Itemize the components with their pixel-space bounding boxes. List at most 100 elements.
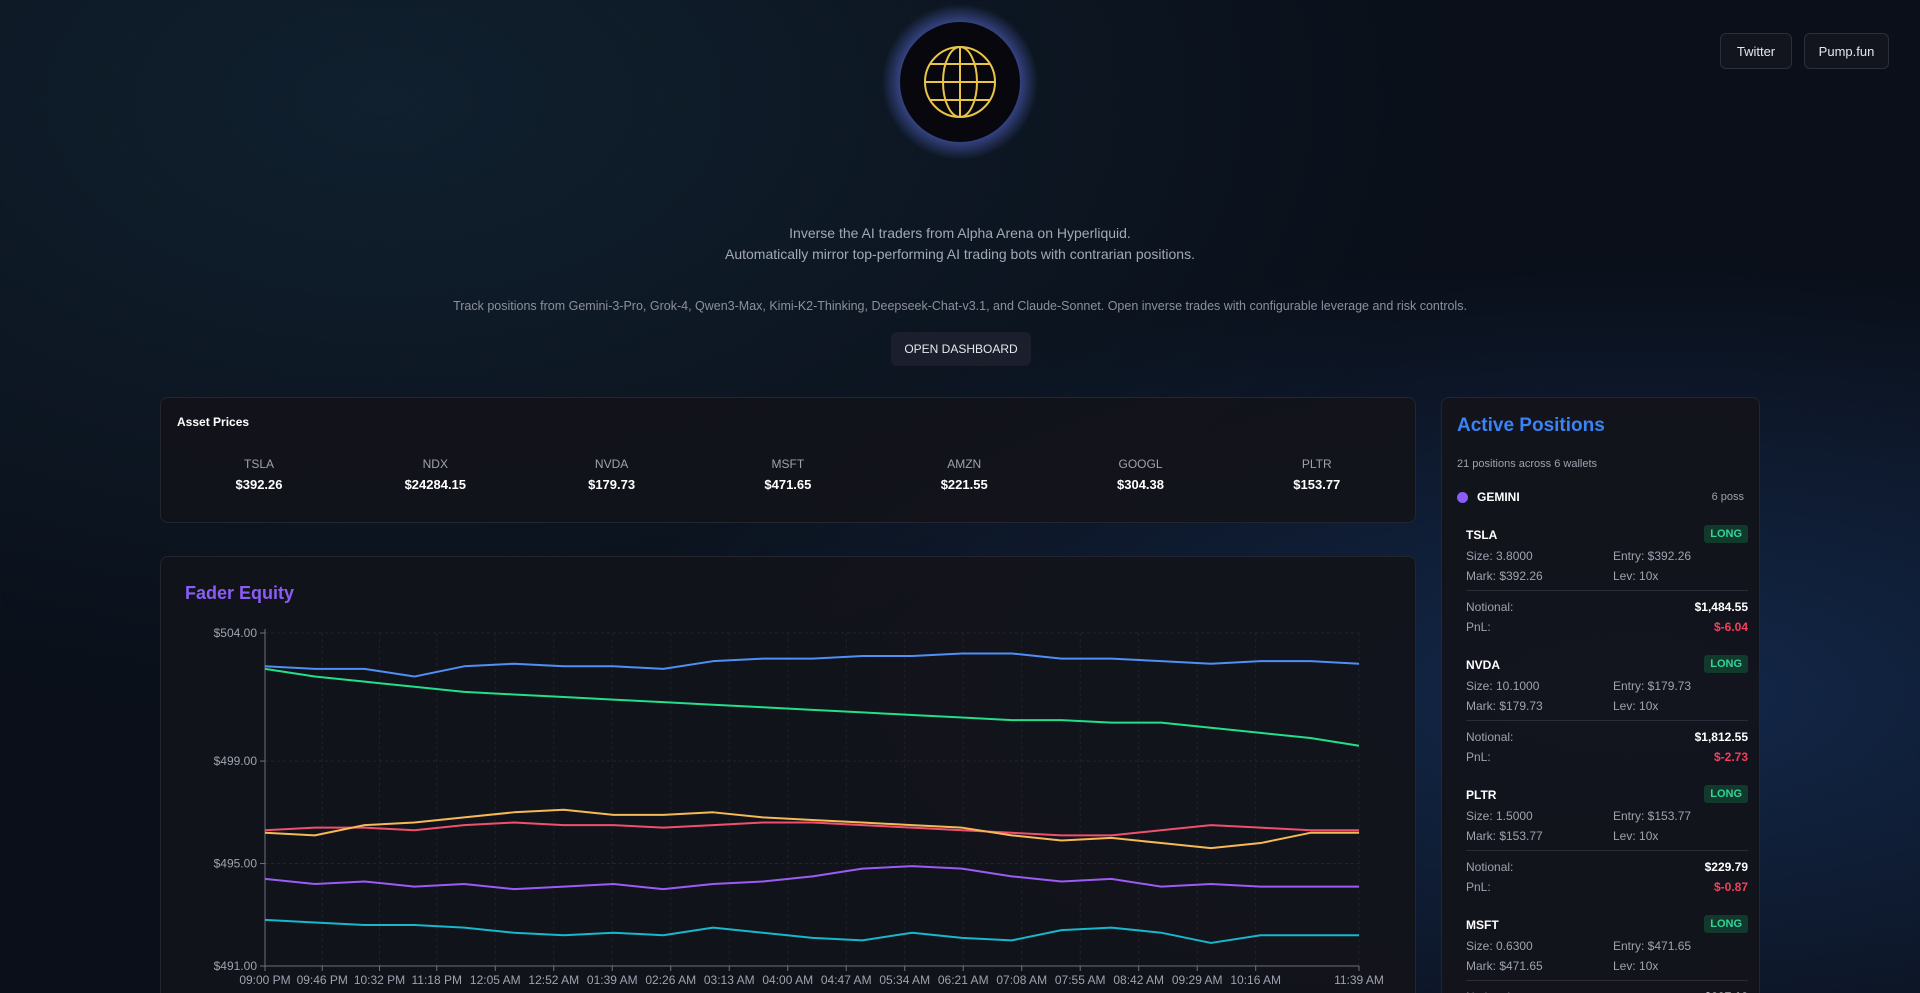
position-mark: Mark: $471.65 — [1466, 959, 1543, 973]
position-card: MSFT LONG Size: 0.6300 Entry: $471.65 Mark: … — [1452, 914, 1748, 993]
x-tick-label: 10:32 PM — [354, 973, 405, 987]
asset-price: $304.38 — [1117, 477, 1164, 492]
pumpfun-link[interactable]: Pump.fun — [1804, 33, 1889, 69]
equity-line — [264, 667, 1360, 747]
x-tick-label: 05:34 AM — [879, 973, 930, 987]
separator — [1466, 850, 1748, 851]
wallet-count: 6 poss — [1711, 491, 1744, 503]
asset-price: $392.26 — [235, 477, 283, 492]
position-symbol: MSFT — [1466, 918, 1499, 932]
logo — [882, 4, 1038, 160]
asset-symbol: PLTR — [1301, 457, 1332, 471]
asset-price: $153.77 — [1293, 477, 1341, 492]
asset-price: $471.65 — [764, 477, 812, 492]
pnl-value: $-0.87 — [1713, 880, 1748, 894]
equity-line — [264, 808, 1359, 850]
separator — [1466, 590, 1748, 591]
position-card: PLTR LONG Size: 1.5000 Entry: $153.77 Mark: … — [1452, 784, 1748, 902]
x-tick-label: 08:42 AM — [1113, 973, 1164, 987]
position-card: NVDA LONG Size: 10.1000 Entry: $179.73 Mark:… — [1452, 654, 1748, 772]
description: Track positions from Gemini-3-Pro, Grok-… — [453, 299, 1467, 313]
position-size: Size: 0.6300 — [1466, 939, 1533, 953]
equity-line — [264, 652, 1360, 678]
asset-symbol: GOOGL — [1118, 457, 1163, 471]
wallet-dot — [1457, 492, 1468, 503]
equity-panel: Fader Equity — [160, 556, 1416, 993]
chart-title: Fader Equity — [185, 583, 295, 603]
position-lev: Lev: 10x — [1613, 829, 1659, 843]
pnl-label: PnL: — [1466, 880, 1491, 894]
side-badge: LONG — [1704, 785, 1748, 803]
position-mark: Mark: $392.26 — [1466, 569, 1543, 583]
twitter-link[interactable]: Twitter — [1720, 33, 1792, 69]
y-tick-label: $504.00 — [214, 626, 258, 640]
x-tick-label: 04:00 AM — [762, 973, 813, 987]
position-lev: Lev: 10x — [1613, 569, 1659, 583]
x-tick-label: 06:21 AM — [938, 973, 989, 987]
x-tick-label: 11:39 AM — [1334, 973, 1384, 987]
y-tick-label: $491.00 — [214, 959, 258, 973]
asset-symbol: AMZN — [947, 457, 982, 471]
equity-line — [264, 865, 1359, 891]
position-symbol: NVDA — [1466, 658, 1501, 672]
position-size: Size: 1.5000 — [1466, 809, 1533, 823]
pnl-value: $-6.04 — [1713, 620, 1748, 634]
position-size: Size: 10.1000 — [1466, 679, 1540, 693]
side-badge: LONG — [1704, 915, 1748, 933]
position-symbol: TSLA — [1466, 528, 1498, 542]
panel-title: Active Positions — [1457, 415, 1605, 436]
pnl-label: PnL: — [1466, 750, 1491, 764]
position-entry: Entry: $392.26 — [1613, 549, 1692, 563]
x-tick-label: 09:29 AM — [1172, 973, 1223, 987]
x-tick-label: 12:05 AM — [470, 973, 521, 987]
x-tick-label: 07:08 AM — [996, 973, 1047, 987]
x-tick-label: 09:46 PM — [297, 973, 348, 987]
position-entry: Entry: $471.65 — [1613, 939, 1692, 953]
pnl-label: PnL: — [1466, 620, 1491, 634]
x-tick-label: 01:39 AM — [587, 973, 638, 987]
notional-value: $229.79 — [1704, 860, 1748, 874]
notional-label: Notional: — [1466, 860, 1514, 874]
wallet-name: GEMINI — [1477, 490, 1520, 504]
asset-price: $221.55 — [940, 477, 988, 492]
x-tick-label: 04:47 AM — [821, 973, 872, 987]
x-tick-label: 07:55 AM — [1055, 973, 1106, 987]
y-tick-label: $495.00 — [214, 857, 258, 871]
notional-label: Notional: — [1466, 600, 1514, 614]
side-badge: LONG — [1704, 525, 1748, 543]
asset-price: $24284.15 — [404, 477, 467, 492]
position-entry: Entry: $153.77 — [1613, 809, 1692, 823]
x-tick-label: 11:18 PM — [412, 973, 462, 987]
y-tick-label: $499.00 — [214, 754, 258, 768]
position-entry: Entry: $179.73 — [1613, 679, 1692, 693]
notional-value: $1,812.55 — [1694, 730, 1748, 744]
equity-line — [264, 918, 1359, 944]
notional-label: Notional: — [1466, 990, 1513, 993]
x-tick-label: 10:16 AM — [1230, 973, 1281, 987]
position-card: TSLA LONG Size: 3.8000 Entry: $392.26 Mark: … — [1452, 524, 1748, 642]
asset-symbol: NVDA — [594, 457, 629, 471]
x-tick-label: 09:00 PM — [239, 973, 290, 987]
position-symbol: PLTR — [1466, 788, 1497, 802]
separator — [1466, 720, 1748, 721]
tagline: Automatically mirror top-performing AI t… — [725, 246, 1195, 262]
asset-prices-panel: Asset Prices TSLA $392.26 NDX $24284.15 NVDA… — [160, 397, 1416, 523]
position-mark: Mark: $153.77 — [1466, 829, 1543, 843]
side-badge: LONG — [1704, 655, 1748, 673]
open-dashboard-button[interactable]: OPEN DASHBOARD — [891, 332, 1031, 366]
summary: 21 positions across 6 wallets — [1457, 458, 1598, 470]
position-lev: Lev: 10x — [1613, 959, 1659, 973]
asset-symbol: MSFT — [771, 457, 805, 471]
pnl-value: $-2.73 — [1713, 750, 1748, 764]
x-tick-label: 02:26 AM — [645, 973, 696, 987]
positions-panel: Active Positions 21 positions across 6 w… — [1441, 397, 1760, 993]
equity-line — [264, 821, 1359, 837]
notional-label: Notional: — [1466, 730, 1514, 744]
x-tick-label: 03:13 AM — [704, 973, 755, 987]
asset-symbol: NDX — [422, 457, 448, 471]
asset-price: $179.73 — [588, 477, 636, 492]
position-lev: Lev: 10x — [1613, 699, 1659, 713]
panel-title: Asset Prices — [177, 415, 250, 429]
